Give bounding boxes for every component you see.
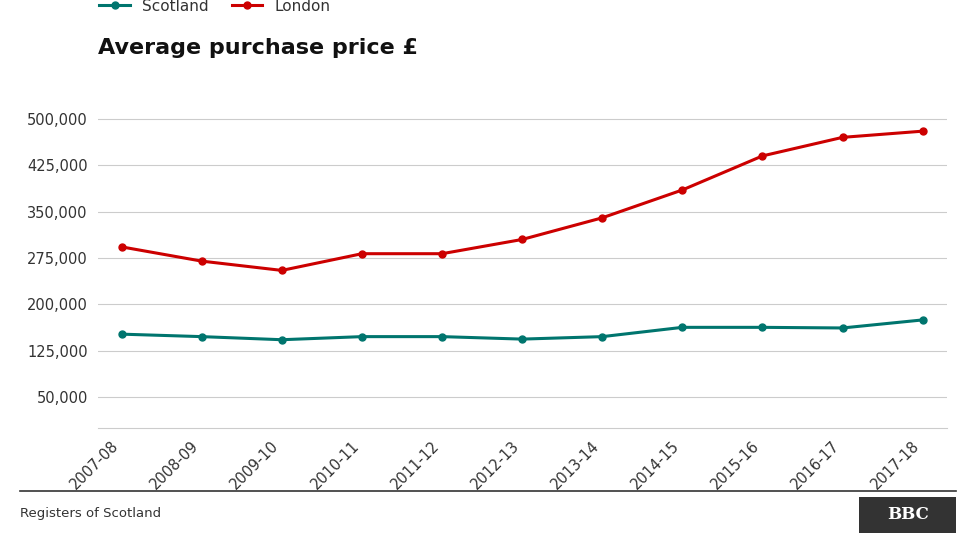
- Text: BBC: BBC: [887, 506, 928, 523]
- Legend: Scotland, London: Scotland, London: [94, 0, 337, 20]
- Text: Average purchase price £: Average purchase price £: [98, 38, 418, 58]
- Text: Registers of Scotland: Registers of Scotland: [20, 507, 161, 520]
